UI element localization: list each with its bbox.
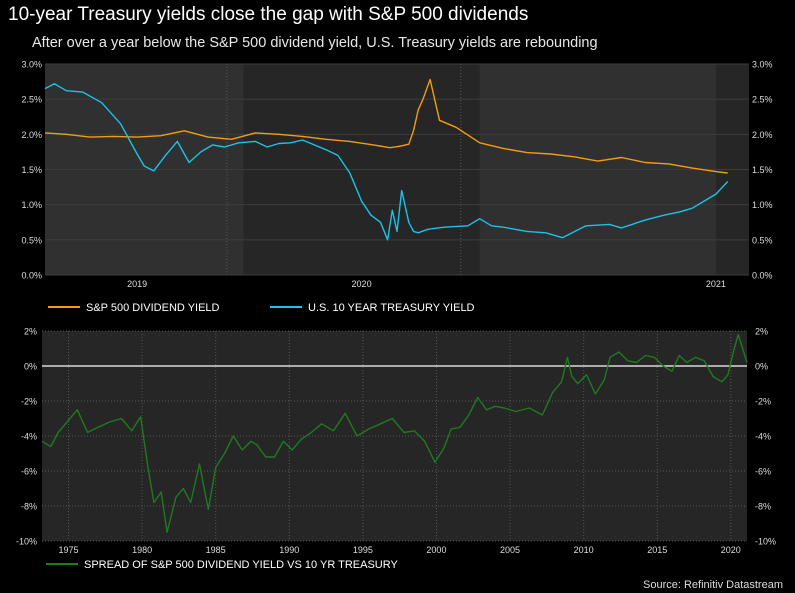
y-tick-left: 1.0% (21, 200, 42, 210)
x-tick: 2020 (352, 279, 372, 289)
x-tick: 1985 (206, 545, 226, 555)
y-tick-right: -6% (755, 467, 771, 477)
x-tick: 2021 (706, 279, 726, 289)
y-tick-right: -4% (755, 432, 771, 442)
y-tick-right: 1.5% (752, 165, 773, 175)
y-tick-right: -10% (755, 537, 776, 547)
y-tick-left: -8% (21, 502, 37, 512)
y-tick-right: 2.0% (752, 130, 773, 140)
y-tick-left: 0.5% (21, 235, 42, 245)
chart-title: 10-year Treasury yields close the gap wi… (8, 4, 529, 25)
y-tick-left: 2% (24, 327, 37, 337)
yield-chart: 0.0% 0.0% 0.5% 0.5% 1.0% 1.0% 1.5% 1.5% 2.0% 2.0%… (21, 60, 773, 315)
y-tick-right: 0.0% (752, 271, 773, 281)
x-tick: 1990 (279, 545, 299, 555)
x-tick: 2010 (574, 545, 594, 555)
legend-label: SPREAD OF S&P 500 DIVIDEND YIELD VS 10 Y… (84, 559, 398, 571)
spread-line (41, 333, 748, 533)
legend-label: U.S. 10 YEAR TREASURY YIELD (308, 302, 475, 314)
x-tick: 1995 (353, 545, 373, 555)
x-tick: 2019 (127, 279, 147, 289)
legend-label: S&P 500 DIVIDEND YIELD (86, 302, 220, 314)
y-tick-right: 0.5% (752, 235, 773, 245)
y-tick-right: 0% (755, 362, 768, 372)
x-tick: 1975 (58, 545, 78, 555)
x-tick: 2005 (500, 545, 520, 555)
y-tick-right: 3.0% (752, 60, 773, 70)
dividend-yield-line (44, 78, 728, 174)
y-tick-left: 0.0% (21, 271, 42, 281)
x-tick: 1980 (132, 545, 152, 555)
y-tick-left: 1.5% (21, 165, 42, 175)
y-tick-left: -6% (21, 467, 37, 477)
chart-subtitle: After over a year below the S&P 500 divi… (32, 35, 598, 51)
treasury-yield-line (44, 83, 729, 241)
y-tick-left: 2.0% (21, 130, 42, 140)
y-tick-left: 3.0% (21, 60, 42, 70)
y-tick-left: 2.5% (21, 95, 42, 105)
y-tick-right: 1.0% (752, 200, 773, 210)
x-tick: 2000 (426, 545, 446, 555)
y-tick-right: -8% (755, 502, 771, 512)
source-note: Source: Refinitiv Datastream (643, 579, 783, 591)
y-tick-right: 2.5% (752, 95, 773, 105)
y-tick-right: -2% (755, 397, 771, 407)
x-tick: 2015 (647, 545, 667, 555)
y-tick-left: -4% (21, 432, 37, 442)
y-tick-left: 0% (24, 362, 37, 372)
y-tick-right: 2% (755, 327, 768, 337)
y-tick-left: -10% (16, 537, 37, 547)
x-tick: 2020 (721, 545, 741, 555)
y-tick-left: -2% (21, 397, 37, 407)
